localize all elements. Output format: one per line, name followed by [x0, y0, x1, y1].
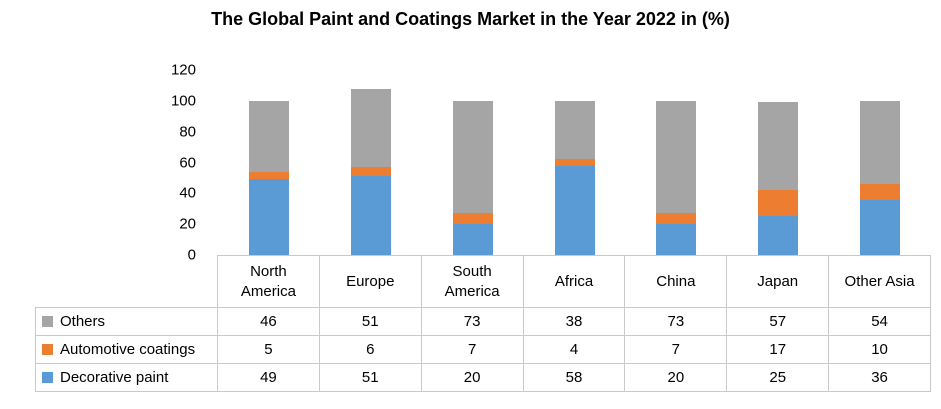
table-value-others: 51	[319, 308, 422, 336]
bar-segment-others	[554, 100, 595, 160]
stacked-bar-china	[656, 70, 697, 255]
bar-segment-decorative-paint	[758, 216, 799, 255]
table-value-decorative-paint: 20	[625, 364, 728, 392]
y-axis-tick-40: 40	[179, 184, 196, 202]
stacked-bar-north-america	[248, 70, 289, 255]
category-header-africa: Africa	[523, 255, 626, 308]
bar-segment-others	[248, 100, 289, 172]
stacked-bar-europe	[350, 70, 391, 255]
bar-segment-automotive-coatings	[656, 213, 697, 225]
bar-segment-others	[860, 100, 901, 185]
category-header-japan: Japan	[727, 255, 830, 308]
plot-area	[218, 70, 931, 255]
stacked-bar-south-america	[452, 70, 493, 255]
table-value-automotive-coatings: 17	[727, 336, 830, 364]
bar-column-africa	[524, 70, 626, 255]
bar-segment-automotive-coatings	[350, 167, 391, 177]
data-table: North America Europe South America Africa Ch…	[35, 255, 931, 392]
y-axis: 120 100 80 60 40 20 0	[35, 62, 218, 264]
table-value-others: 73	[625, 308, 728, 336]
bar-segment-others	[452, 100, 493, 214]
table-value-decorative-paint: 20	[421, 364, 524, 392]
y-axis-tick-20: 20	[179, 215, 196, 233]
bar-segment-automotive-coatings	[758, 190, 799, 217]
legend-cell-decorative-paint: Decorative paint	[35, 364, 218, 392]
bar-segment-decorative-paint	[656, 224, 697, 255]
table-value-automotive-coatings: 7	[421, 336, 524, 364]
table-value-others: 54	[829, 308, 931, 336]
table-value-automotive-coatings: 7	[625, 336, 728, 364]
category-header-other-asia: Other Asia	[829, 255, 931, 308]
y-axis-tick-80: 80	[179, 123, 196, 141]
plot-row: 120 100 80 60 40 20 0	[35, 62, 931, 264]
stacked-bar-other-asia	[860, 70, 901, 255]
bar-column-japan	[727, 70, 829, 255]
category-header-south-america: South America	[421, 255, 524, 308]
category-header-europe: Europe	[319, 255, 422, 308]
legend-label-decorative-paint: Decorative paint	[60, 369, 169, 386]
chart-title: The Global Paint and Coatings Market in …	[211, 9, 730, 29]
bar-segment-decorative-paint	[350, 176, 391, 255]
bar-segment-automotive-coatings	[554, 159, 595, 166]
bar-segment-automotive-coatings	[248, 171, 289, 180]
chart-area: 120 100 80 60 40 20 0 North America Europe South…	[35, 62, 931, 392]
category-header-china: China	[625, 255, 728, 308]
bar-column-other-asia	[829, 70, 931, 255]
table-value-automotive-coatings: 10	[829, 336, 931, 364]
table-value-decorative-paint: 36	[829, 364, 931, 392]
legend-label-others: Others	[60, 313, 106, 330]
bar-segment-decorative-paint	[452, 224, 493, 255]
bar-column-europe	[320, 70, 422, 255]
table-value-decorative-paint: 25	[727, 364, 830, 392]
bar-column-south-america	[422, 70, 524, 255]
bar-segment-decorative-paint	[860, 199, 901, 255]
y-axis-tick-100: 100	[170, 92, 196, 110]
bar-segment-decorative-paint	[248, 179, 289, 255]
table-value-others: 57	[727, 308, 830, 336]
table-value-others: 38	[523, 308, 626, 336]
table-value-others: 73	[421, 308, 524, 336]
bar-segment-others	[758, 102, 799, 191]
y-axis-tick-120: 120	[170, 61, 196, 79]
table-value-automotive-coatings: 6	[319, 336, 422, 364]
legend-label-automotive-coatings: Automotive coatings	[60, 341, 196, 358]
table-value-decorative-paint: 58	[523, 364, 626, 392]
stacked-bar-africa	[554, 70, 595, 255]
table-value-automotive-coatings: 5	[218, 336, 320, 364]
category-header-north-america: North America	[218, 255, 320, 308]
legend-swatch-decorative-paint-icon	[42, 372, 53, 383]
stacked-bar-japan	[758, 70, 799, 255]
y-axis-tick-60: 60	[179, 154, 196, 171]
bar-column-china	[625, 70, 727, 255]
y-axis-tick-0: 0	[187, 246, 196, 264]
bar-segment-automotive-coatings	[860, 184, 901, 200]
bar-segment-others	[350, 88, 391, 168]
table-value-others: 46	[218, 308, 320, 336]
legend-swatch-others-icon	[42, 316, 53, 327]
table-value-decorative-paint: 51	[319, 364, 422, 392]
legend-cell-others: Others	[35, 308, 218, 336]
bar-column-north-america	[218, 70, 320, 255]
bar-segment-others	[656, 100, 697, 214]
legend-swatch-automotive-coatings-icon	[42, 344, 53, 355]
bar-segment-decorative-paint	[554, 165, 595, 255]
chart-container: The Global Paint and Coatings Market in …	[35, 9, 931, 392]
table-corner	[35, 255, 218, 308]
table-value-decorative-paint: 49	[218, 364, 320, 392]
table-value-automotive-coatings: 4	[523, 336, 626, 364]
legend-cell-automotive-coatings: Automotive coatings	[35, 336, 218, 364]
bar-segment-automotive-coatings	[452, 213, 493, 225]
